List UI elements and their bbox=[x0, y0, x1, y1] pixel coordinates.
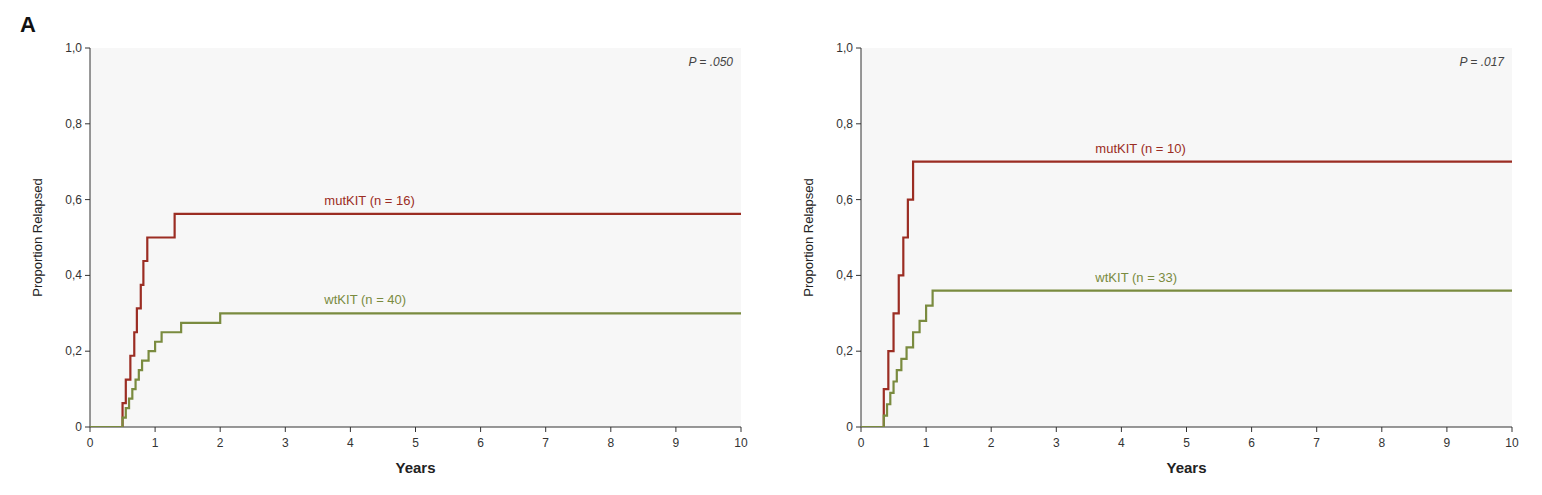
series-line bbox=[861, 162, 1512, 427]
x-tick-label: 0 bbox=[87, 436, 94, 450]
x-tick bbox=[285, 427, 286, 432]
y-tick bbox=[856, 351, 861, 352]
y-tick bbox=[856, 48, 861, 49]
x-tick bbox=[1381, 427, 1382, 432]
x-tick-label: 4 bbox=[1118, 436, 1125, 450]
x-tick-label: 7 bbox=[1313, 436, 1320, 450]
x-tick bbox=[1446, 427, 1447, 432]
x-tick bbox=[545, 427, 546, 432]
y-tick bbox=[85, 123, 90, 124]
y-axis-label: Proportion Relapsed bbox=[801, 178, 816, 297]
plot-area bbox=[90, 48, 741, 427]
x-axis-label: Years bbox=[395, 459, 435, 476]
y-tick bbox=[85, 275, 90, 276]
y-tick bbox=[856, 123, 861, 124]
y-tick-label: 0,6 bbox=[836, 193, 853, 207]
y-tick bbox=[85, 199, 90, 200]
x-tick-label: 4 bbox=[347, 436, 354, 450]
y-tick-label: 1,0 bbox=[836, 41, 853, 55]
x-tick-label: 6 bbox=[477, 436, 484, 450]
series-label: wtKIT (n = 33) bbox=[1094, 270, 1177, 285]
y-tick-label: 0,8 bbox=[65, 117, 82, 131]
x-tick-label: 9 bbox=[673, 436, 680, 450]
y-axis-line bbox=[861, 48, 862, 427]
x-tick bbox=[610, 427, 611, 432]
y-tick bbox=[856, 199, 861, 200]
x-tick-label: 7 bbox=[542, 436, 549, 450]
x-tick-label: 2 bbox=[988, 436, 995, 450]
annotation: P = .050 bbox=[688, 55, 733, 69]
x-tick bbox=[1251, 427, 1252, 432]
y-tick-label: 0,6 bbox=[65, 193, 82, 207]
series-line bbox=[90, 214, 741, 427]
x-tick bbox=[220, 427, 221, 432]
x-tick bbox=[480, 427, 481, 432]
series-group bbox=[861, 162, 1512, 427]
annotation: P = .017 bbox=[1459, 55, 1505, 69]
x-tick-label: 0 bbox=[858, 436, 865, 450]
y-tick bbox=[856, 275, 861, 276]
panel-title: A bbox=[20, 12, 36, 37]
x-axis-label: Years bbox=[1166, 459, 1206, 476]
y-tick-label: 0 bbox=[846, 420, 853, 434]
x-tick-label: 9 bbox=[1444, 436, 1451, 450]
x-tick bbox=[741, 427, 742, 432]
x-tick bbox=[1512, 427, 1513, 432]
x-tick-label: 5 bbox=[412, 436, 419, 450]
series-label: mutKIT (n = 10) bbox=[1095, 141, 1185, 156]
y-tick-label: 0,8 bbox=[836, 117, 853, 131]
y-tick bbox=[85, 48, 90, 49]
x-tick bbox=[350, 427, 351, 432]
series-label: mutKIT (n = 16) bbox=[324, 193, 414, 208]
x-tick bbox=[415, 427, 416, 432]
x-tick bbox=[1316, 427, 1317, 432]
x-tick-label: 3 bbox=[1053, 436, 1060, 450]
chart-panel: 0 0,2 0,4 0,6 0,8 1,0 0 1 2 3 4 5 6 7 8 9 10 Years Proport… bbox=[801, 41, 1519, 476]
y-tick-label: 0,4 bbox=[836, 268, 853, 282]
x-tick-label: 6 bbox=[1248, 436, 1255, 450]
plot-area bbox=[861, 48, 1512, 427]
y-tick bbox=[85, 351, 90, 352]
series-line bbox=[861, 291, 1512, 427]
x-tick bbox=[926, 427, 927, 432]
y-tick-label: 0 bbox=[75, 420, 82, 434]
series-group bbox=[90, 214, 741, 427]
y-tick-label: 0,2 bbox=[836, 344, 853, 358]
x-tick-label: 10 bbox=[734, 436, 748, 450]
x-tick-label: 5 bbox=[1183, 436, 1190, 450]
x-tick-label: 8 bbox=[1378, 436, 1385, 450]
x-tick bbox=[90, 427, 91, 432]
y-tick-label: 1,0 bbox=[65, 41, 82, 55]
series-line bbox=[90, 313, 741, 427]
chart-figure: 00,20,40,60,81,0012345678910YearsProport… bbox=[0, 0, 1542, 495]
x-tick bbox=[1056, 427, 1057, 432]
y-tick bbox=[856, 427, 861, 428]
series-label: wtKIT (n = 40) bbox=[323, 292, 406, 307]
x-tick bbox=[155, 427, 156, 432]
x-tick bbox=[861, 427, 862, 432]
x-tick bbox=[675, 427, 676, 432]
x-tick bbox=[1186, 427, 1187, 432]
y-tick-label: 0,4 bbox=[65, 268, 82, 282]
x-tick-label: 1 bbox=[923, 436, 930, 450]
x-tick-label: 8 bbox=[607, 436, 614, 450]
chart-panel: 0 0,2 0,4 0,6 0,8 1,0 0 1 2 3 4 5 6 7 8 9 10 Years Proport… bbox=[20, 12, 748, 476]
x-tick bbox=[991, 427, 992, 432]
x-tick-label: 3 bbox=[282, 436, 289, 450]
x-tick-label: 1 bbox=[152, 436, 159, 450]
y-axis-label: Proportion Relapsed bbox=[30, 178, 45, 297]
y-axis-line bbox=[90, 48, 91, 427]
x-tick bbox=[1121, 427, 1122, 432]
x-tick-label: 2 bbox=[217, 436, 224, 450]
y-tick-label: 0,2 bbox=[65, 344, 82, 358]
x-tick-label: 10 bbox=[1505, 436, 1519, 450]
y-tick bbox=[85, 427, 90, 428]
